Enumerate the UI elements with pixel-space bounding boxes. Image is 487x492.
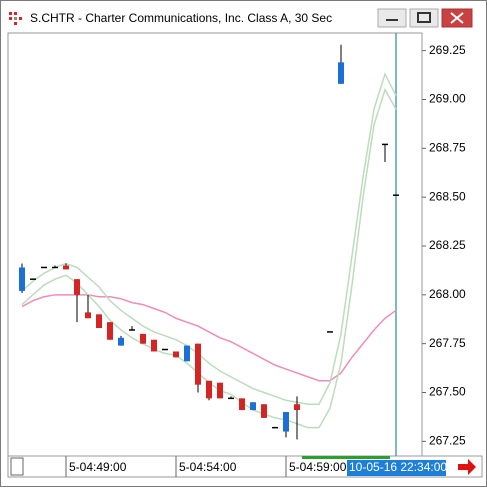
x-tick-label: 5-04:54:00 [179,460,237,474]
candle-body [118,337,124,346]
candle-body [173,351,179,358]
candle-body [195,343,201,385]
plot [19,33,399,456]
candle-body [217,382,223,399]
candle-body [283,412,289,432]
candle-body [85,312,91,319]
y-tick-label: 267.50 [429,385,466,399]
candle-body [261,404,267,418]
candle-body [250,402,256,411]
y-tick-label: 268.00 [429,287,466,301]
y-tick-label: 268.75 [429,140,466,154]
candle-body [338,62,344,84]
plot-area [7,32,423,457]
window-title: S.CHTR - Charter Communications, Inc. Cl… [30,11,332,25]
indicator-line [21,294,397,382]
maximize-button[interactable] [409,8,439,28]
y-tick-label: 268.50 [429,189,466,203]
visible-range-bar [302,456,390,459]
y-tick-label: 269.25 [429,43,466,57]
candle-body [151,339,157,352]
y-tick-label: 267.75 [429,336,466,350]
app-icon [9,12,22,25]
candle-body [74,279,80,295]
window-buttons[interactable] [377,8,473,28]
candle-body [206,380,212,399]
candle-body [294,404,300,411]
minimize-button[interactable] [377,8,407,28]
x-tick-label: 5-04:59:00 [289,460,347,474]
candle-body [19,267,25,291]
cursor-label-bg [347,460,446,476]
candle-body [184,345,190,362]
candle-body [96,314,102,329]
candle-body [63,265,69,270]
candle-body [239,398,245,411]
y-tick-label: 269.00 [429,92,466,106]
y-tick-label: 267.25 [429,433,466,447]
scroll-arrow[interactable] [458,459,476,475]
indicator-line [21,72,397,405]
cursor-label: 10-05-16 22:34:00 [349,460,447,474]
y-tick-label: 268.25 [429,238,466,252]
candle-body [140,333,146,344]
candle-body [107,322,113,340]
scroll-box[interactable] [10,457,24,476]
x-tick-label: 5-04:49:00 [69,460,127,474]
